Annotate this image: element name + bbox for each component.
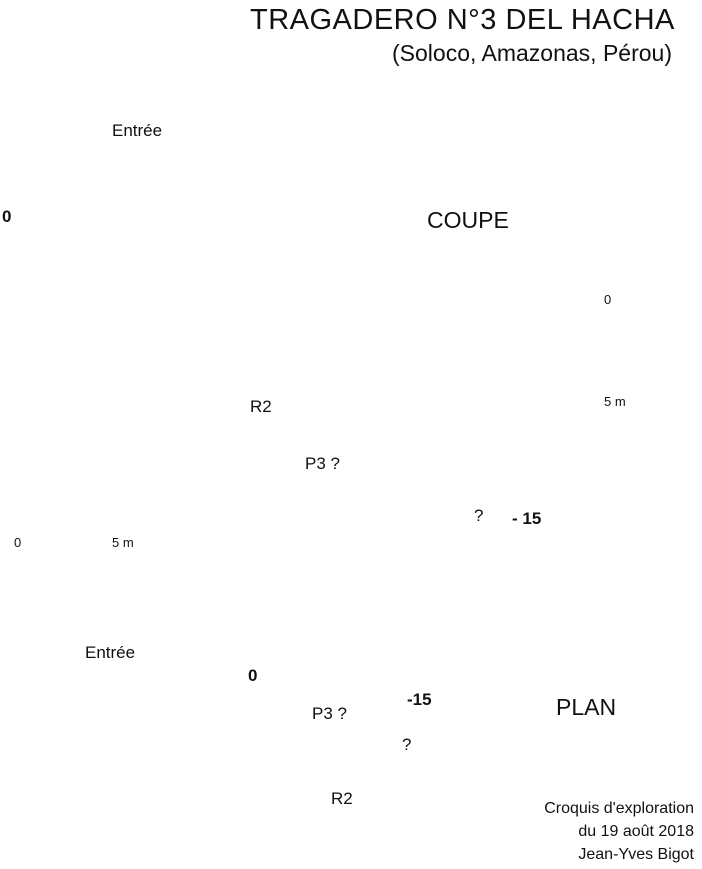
section-r2-label: R2 [250, 397, 272, 416]
plan-doline-inner [141, 678, 255, 820]
plan-p3-arrow [343, 737, 372, 759]
plan-r2-step-2 [309, 759, 321, 797]
person-icon [79, 189, 105, 228]
plan-r2-step [271, 779, 278, 813]
map-subtitle: (Soloco, Amazonas, Pérou) [392, 40, 672, 66]
credits-line-1: Croquis d'exploration [544, 800, 694, 817]
section-rubble-upper [289, 421, 320, 431]
plan-r2-arrow [255, 787, 284, 803]
map-title: TRAGADERO N°3 DEL HACHA [250, 4, 675, 36]
vertical-scale-end: 5 m [604, 394, 626, 409]
credits-line-2: du 19 août 2018 [578, 823, 694, 840]
section-entrance-notch [113, 228, 125, 233]
plan-view [130, 667, 415, 833]
section-depth-bottom: - 15 [512, 509, 542, 528]
vertical-scale-bar [585, 300, 601, 404]
plan-doline-outer [130, 667, 266, 833]
vertical-scale-zero: 0 [604, 292, 612, 307]
plan-entrance-label: Entrée [85, 643, 136, 662]
section-floor-end [452, 524, 466, 528]
water-flow-arrow-lower [473, 530, 535, 560]
horizontal-scale-zero: 0 [14, 535, 22, 550]
plan-r2-label: R2 [331, 789, 353, 808]
horizontal-scale-end: 5 m [112, 535, 134, 550]
section-entrance-arrow [142, 144, 160, 186]
section-view [24, 101, 496, 528]
plan-depth-top: 0 [248, 666, 258, 685]
vegetation-icon [125, 232, 212, 333]
plan-doline-teeth [146, 680, 252, 812]
plan-passage-upper-wall [245, 715, 393, 789]
section-unknown-label: ? [474, 506, 484, 525]
credits-line-3: Jean-Yves Bigot [578, 846, 694, 863]
section-rubble-lower [356, 478, 458, 520]
section-depth-top: 0 [2, 207, 12, 226]
section-unknown-continuation [469, 487, 496, 492]
plan-p3-hatch-2 [341, 746, 369, 771]
plan-inner-pit-hatch [204, 722, 244, 776]
horizontal-scale-bar [16, 552, 114, 566]
plan-p3-hatch [312, 734, 356, 773]
section-entrance-label: Entrée [112, 121, 163, 140]
plan-entrance-arrow [115, 671, 146, 703]
section-entrance-slope [99, 149, 239, 227]
section-pebble [117, 229, 127, 237]
section-p3-label: P3 ? [305, 454, 340, 473]
section-heading: COUPE [427, 207, 509, 233]
plan-depth-bottom: -15 [407, 690, 432, 709]
plan-passage-lower-wall [237, 733, 395, 828]
section-ceiling-line [231, 101, 467, 487]
plan-heading: PLAN [556, 694, 617, 720]
water-flow-arrow-upper [221, 334, 278, 362]
plan-inner-pit [202, 726, 239, 772]
credits-block: Croquis d'exploration du 19 août 2018 Je… [544, 797, 694, 866]
plan-unknown-label: ? [402, 735, 412, 754]
plan-p3-label: P3 ? [312, 704, 347, 723]
section-floor-line [24, 224, 359, 482]
